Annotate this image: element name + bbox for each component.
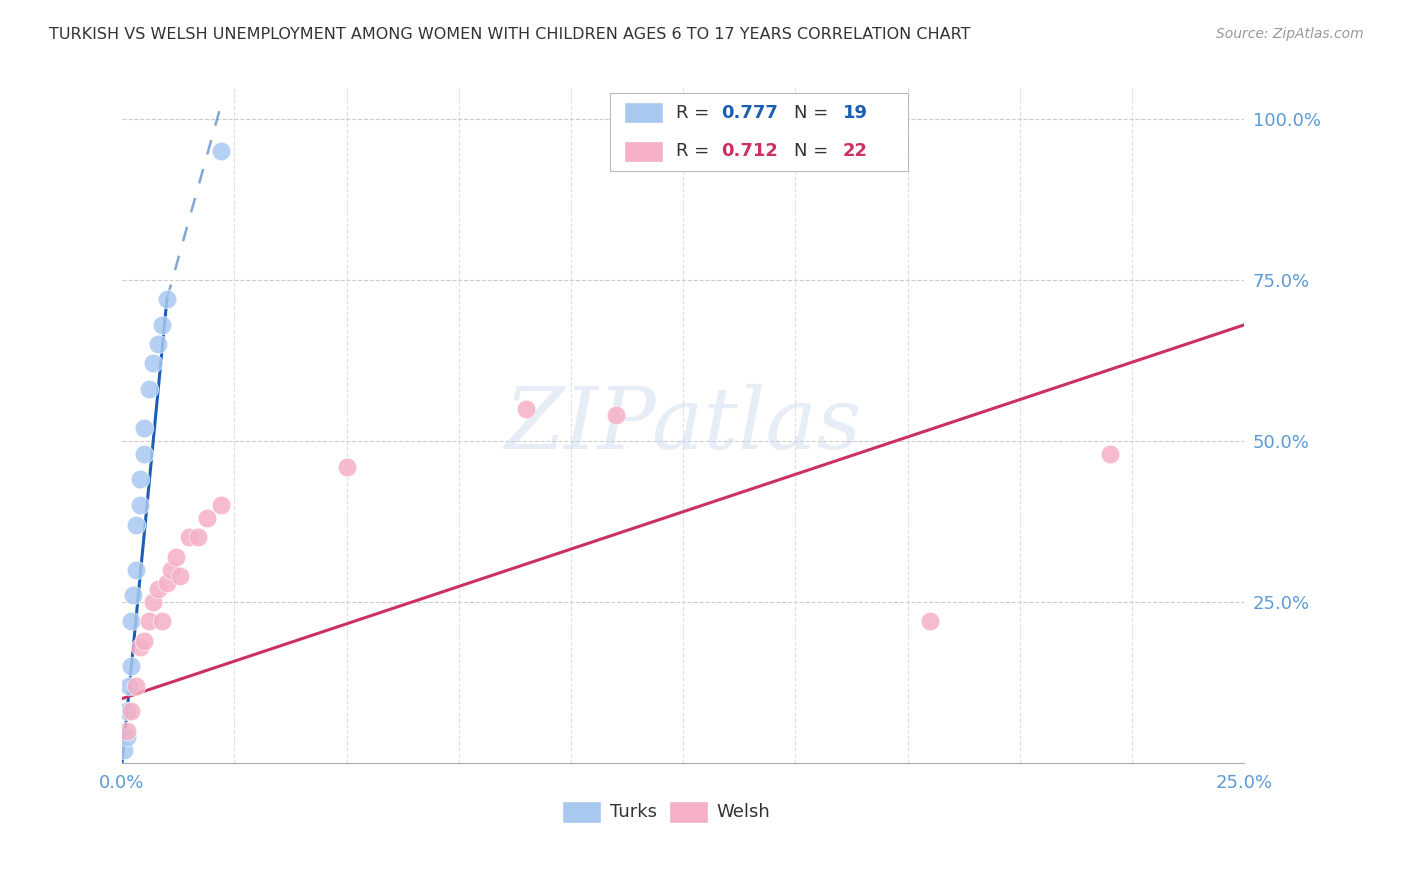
Point xyxy=(115,731,138,745)
Text: ZIPatlas: ZIPatlas xyxy=(505,384,862,466)
Point xyxy=(134,421,156,435)
Point xyxy=(124,563,146,577)
Text: R =: R = xyxy=(676,103,716,121)
Point xyxy=(146,337,169,351)
FancyBboxPatch shape xyxy=(610,93,908,171)
Text: 19: 19 xyxy=(842,103,868,121)
FancyBboxPatch shape xyxy=(562,801,602,822)
Point xyxy=(115,723,138,738)
Point xyxy=(124,679,146,693)
FancyBboxPatch shape xyxy=(624,141,664,162)
Point xyxy=(156,575,179,590)
Point xyxy=(129,640,152,654)
Point xyxy=(129,473,152,487)
Point xyxy=(134,447,156,461)
Point xyxy=(335,459,357,474)
Point xyxy=(1098,447,1121,461)
Point xyxy=(112,743,135,757)
FancyBboxPatch shape xyxy=(624,102,664,123)
Point xyxy=(142,356,165,370)
Point xyxy=(195,511,218,525)
Point xyxy=(169,569,191,583)
Point xyxy=(179,531,201,545)
Point xyxy=(120,659,142,673)
Point xyxy=(146,582,169,596)
Text: Turks: Turks xyxy=(610,803,657,821)
Point xyxy=(152,318,174,332)
Point xyxy=(120,614,142,628)
Point xyxy=(920,614,942,628)
Text: Source: ZipAtlas.com: Source: ZipAtlas.com xyxy=(1216,27,1364,41)
Text: Welsh: Welsh xyxy=(717,803,770,821)
Point xyxy=(209,144,232,158)
Text: N =: N = xyxy=(794,143,834,161)
Point xyxy=(115,705,138,719)
Point xyxy=(138,614,160,628)
Point xyxy=(156,292,179,306)
Point xyxy=(165,549,187,564)
Point xyxy=(129,498,152,512)
Point xyxy=(187,531,209,545)
Text: TURKISH VS WELSH UNEMPLOYMENT AMONG WOMEN WITH CHILDREN AGES 6 TO 17 YEARS CORRE: TURKISH VS WELSH UNEMPLOYMENT AMONG WOME… xyxy=(49,27,970,42)
Point xyxy=(209,498,232,512)
Point xyxy=(118,679,141,693)
Point xyxy=(152,614,174,628)
Text: N =: N = xyxy=(794,103,834,121)
Point xyxy=(122,589,145,603)
Text: 22: 22 xyxy=(842,143,868,161)
Text: 0.712: 0.712 xyxy=(721,143,779,161)
Point xyxy=(124,517,146,532)
Point xyxy=(515,401,537,416)
FancyBboxPatch shape xyxy=(669,801,707,822)
Point xyxy=(134,633,156,648)
Text: R =: R = xyxy=(676,143,716,161)
Point xyxy=(142,595,165,609)
Point xyxy=(605,408,627,422)
Point xyxy=(120,705,142,719)
Text: 0.777: 0.777 xyxy=(721,103,779,121)
Point xyxy=(138,382,160,396)
Point xyxy=(160,563,183,577)
